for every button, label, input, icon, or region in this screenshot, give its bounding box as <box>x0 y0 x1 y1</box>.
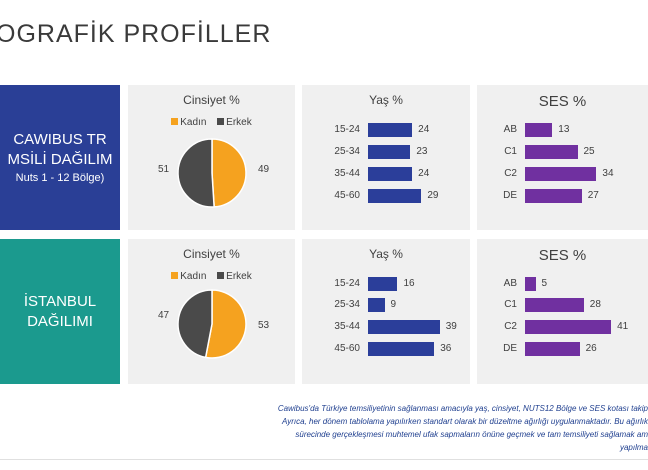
ses-title: SES % <box>538 247 587 264</box>
ses-value-label: 26 <box>585 343 597 354</box>
ses-category-label: C1 <box>504 299 517 310</box>
ses-value-label: 28 <box>589 299 601 310</box>
age-category-label: 35-44 <box>334 321 360 332</box>
divider <box>0 459 648 460</box>
pie-slice-male <box>177 138 215 208</box>
ses-value-label: 27 <box>587 190 599 201</box>
age-value-label: 23 <box>416 146 428 157</box>
age-bar-chart: 15-24 16 25-34 9 35-44 39 45-60 36 <box>302 239 470 384</box>
age-value-label: 29 <box>427 190 439 201</box>
footer-note-line: Cawibus'da Türkiye temsiliyetinin sağlan… <box>277 404 648 413</box>
age-category-label: 15-24 <box>334 124 360 135</box>
ses-value-label: 25 <box>583 146 595 157</box>
ses-bar <box>525 320 612 334</box>
row-label-istanbul: İSTANBUL DAĞILIMI <box>0 239 120 384</box>
age-value-label: 39 <box>445 321 457 332</box>
ses-bar <box>525 342 580 356</box>
row-label-line: İSTANBUL <box>23 292 97 310</box>
pie-slice-female <box>211 138 247 208</box>
female-swatch <box>171 118 179 125</box>
ses-bar-chart: AB 13 C1 25 C2 34 DE 27 <box>477 85 648 230</box>
gender-legend: Kadın Erkek <box>128 271 295 282</box>
ses-category-label: AB <box>503 278 517 289</box>
pie-female-value: 53 <box>258 320 270 331</box>
age-category-label: 25-34 <box>334 299 360 310</box>
age-bar <box>368 123 413 137</box>
ses-category-label: DE <box>503 343 517 354</box>
age-panel-1: Yaş % 15-24 24 25-34 23 35-44 24 45-60 29 <box>302 85 470 230</box>
ses-category-label: C2 <box>504 321 517 332</box>
age-value-label: 24 <box>418 124 430 135</box>
ses-panel-1: SES % AB 13 C1 25 C2 34 DE 27 <box>477 85 648 230</box>
ses-bar <box>525 145 578 159</box>
pie-female-value: 49 <box>258 164 270 175</box>
age-title: Yaş % <box>369 247 403 261</box>
row-label-line: MSİLİ DAĞILIM <box>7 150 113 168</box>
ses-bar <box>525 123 553 137</box>
male-swatch <box>217 272 225 279</box>
ses-bar <box>525 167 597 181</box>
age-category-label: 45-60 <box>334 343 360 354</box>
age-panel-2: Yaş % 15-24 16 25-34 9 35-44 39 45-60 36 <box>302 239 470 384</box>
age-category-label: 35-44 <box>334 168 360 179</box>
legend-male: Erkek <box>226 117 252 128</box>
ses-value-label: 41 <box>617 321 629 332</box>
row-label-line: CAWIBUS TR <box>13 130 107 148</box>
ses-category-label: AB <box>503 124 517 135</box>
gender-legend: Kadın Erkek <box>128 117 295 128</box>
age-bar <box>368 167 413 181</box>
gender-pie-chart <box>177 138 247 208</box>
age-category-label: 45-60 <box>334 190 360 201</box>
ses-value-label: 34 <box>602 168 614 179</box>
ses-bar-chart: AB 5 C1 28 C2 41 DE 26 <box>477 239 648 384</box>
age-title: Yaş % <box>369 93 403 107</box>
footer-note-line: yapılma <box>619 443 648 452</box>
gender-title: Cinsiyet % <box>183 247 240 261</box>
row-label-cawibus: CAWIBUS TR MSİLİ DAĞILIM Nuts 1 - 12 Böl… <box>0 85 120 230</box>
age-bar <box>368 342 435 356</box>
age-value-label: 36 <box>440 343 452 354</box>
age-value-label: 9 <box>390 299 397 310</box>
ses-category-label: C2 <box>504 168 517 179</box>
age-value-label: 24 <box>418 168 430 179</box>
ses-category-label: C1 <box>504 146 517 157</box>
male-swatch <box>217 118 225 125</box>
footer-note-line: Ayrıca, her dönem tablolama yapılırken s… <box>281 417 648 426</box>
ses-bar <box>525 277 536 291</box>
gender-pie-chart <box>177 289 247 359</box>
legend-male: Erkek <box>226 271 252 282</box>
gender-panel-1: Cinsiyet % Kadın Erkek 51 49 <box>128 85 295 230</box>
row-label-line: DAĞILIMI <box>27 312 93 330</box>
gender-title: Cinsiyet % <box>183 93 240 107</box>
legend-female: Kadın <box>180 271 207 282</box>
gender-panel-2: Cinsiyet % Kadın Erkek 47 53 <box>128 239 295 384</box>
footer-note-line: sürecinde gerçekleşmesi muhtemel ufak sa… <box>295 430 648 439</box>
page-title: OGRAFİK PROFİLLER <box>0 20 272 48</box>
age-category-label: 25-34 <box>334 146 360 157</box>
ses-panel-2: SES % AB 5 C1 28 C2 41 DE 26 <box>477 239 648 384</box>
pie-male-value: 51 <box>158 164 170 175</box>
age-bar <box>368 320 440 334</box>
ses-value-label: 13 <box>558 124 570 135</box>
ses-category-label: DE <box>503 190 517 201</box>
age-bar <box>368 277 398 291</box>
pie-slice-male <box>177 289 213 359</box>
ses-bar <box>525 189 582 203</box>
age-bar <box>368 298 385 312</box>
pie-slice-female <box>204 289 247 359</box>
ses-title: SES % <box>538 93 587 110</box>
row-label-line: Nuts 1 - 12 Bölge) <box>15 171 105 184</box>
ses-value-label: 5 <box>541 278 548 289</box>
ses-bar <box>525 298 584 312</box>
age-bar <box>368 145 411 159</box>
age-category-label: 15-24 <box>334 278 360 289</box>
age-bar-chart: 15-24 24 25-34 23 35-44 24 45-60 29 <box>302 85 470 230</box>
female-swatch <box>171 272 179 279</box>
pie-male-value: 47 <box>158 310 170 321</box>
age-value-label: 16 <box>403 278 415 289</box>
age-bar <box>368 189 422 203</box>
legend-female: Kadın <box>180 117 207 128</box>
